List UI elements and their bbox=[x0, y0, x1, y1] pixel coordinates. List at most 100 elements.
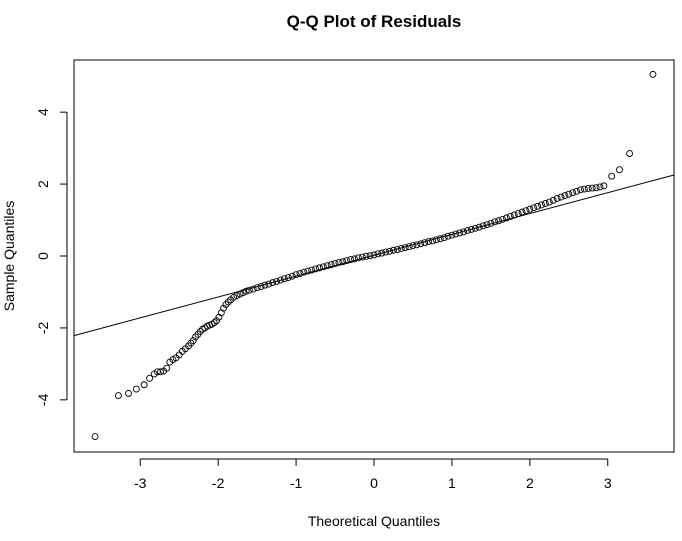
data-point bbox=[573, 187, 581, 195]
data-point bbox=[288, 272, 296, 280]
data-point bbox=[378, 249, 386, 257]
data-point bbox=[518, 208, 526, 216]
data-point bbox=[600, 182, 608, 190]
reference-line bbox=[73, 174, 675, 337]
data-point bbox=[432, 236, 440, 244]
data-point bbox=[319, 263, 327, 271]
data-point bbox=[233, 292, 241, 300]
data-point bbox=[397, 244, 405, 252]
data-point bbox=[224, 298, 232, 306]
data-point bbox=[163, 364, 171, 372]
data-point bbox=[409, 242, 417, 250]
data-point bbox=[316, 264, 323, 272]
data-point bbox=[440, 234, 448, 242]
data-point bbox=[257, 283, 265, 291]
data-point bbox=[239, 289, 247, 297]
data-point bbox=[312, 265, 320, 273]
data-point bbox=[467, 225, 475, 233]
data-point bbox=[157, 368, 164, 376]
data-point bbox=[510, 211, 518, 219]
data-point bbox=[347, 256, 355, 264]
data-point bbox=[91, 433, 99, 440]
data-point bbox=[382, 248, 390, 256]
x-axis-label: Theoretical Quantiles bbox=[308, 513, 440, 529]
data-point bbox=[339, 258, 347, 266]
data-point bbox=[608, 172, 616, 180]
data-point bbox=[265, 280, 273, 288]
data-point bbox=[503, 214, 510, 222]
data-point bbox=[596, 183, 604, 191]
points-layer bbox=[91, 70, 657, 440]
x-axis: -3 -2 -1 0 1 2 3 bbox=[134, 458, 612, 491]
data-point bbox=[487, 219, 495, 227]
reference-line-layer bbox=[73, 174, 675, 337]
data-point bbox=[296, 270, 304, 278]
data-point bbox=[561, 192, 569, 200]
data-point bbox=[354, 254, 362, 262]
data-point bbox=[366, 252, 374, 260]
x-tick-label: -2 bbox=[212, 475, 225, 491]
data-point bbox=[358, 253, 366, 261]
data-point bbox=[456, 229, 464, 237]
data-point bbox=[616, 166, 623, 174]
data-point bbox=[464, 227, 471, 234]
data-point bbox=[499, 215, 507, 223]
data-point bbox=[444, 232, 452, 240]
data-point bbox=[277, 276, 284, 284]
data-point bbox=[273, 278, 281, 285]
data-point bbox=[343, 257, 351, 265]
x-tick-label: 2 bbox=[526, 475, 534, 491]
data-point bbox=[208, 320, 216, 328]
data-point bbox=[304, 267, 312, 275]
data-point bbox=[649, 70, 657, 78]
data-point bbox=[284, 274, 292, 282]
data-point bbox=[460, 228, 468, 236]
data-point bbox=[530, 204, 538, 212]
y-tick-label: 2 bbox=[35, 180, 51, 188]
data-point bbox=[362, 252, 370, 260]
y-tick-label: 0 bbox=[35, 252, 51, 260]
data-point bbox=[114, 392, 122, 399]
data-point bbox=[269, 279, 277, 287]
data-point bbox=[245, 286, 253, 294]
data-point bbox=[236, 290, 244, 298]
y-tick-label: -2 bbox=[35, 321, 51, 334]
data-point bbox=[253, 284, 261, 292]
data-point bbox=[132, 385, 140, 393]
data-point bbox=[506, 212, 514, 220]
data-point bbox=[526, 205, 534, 213]
data-point bbox=[452, 230, 460, 238]
data-point bbox=[292, 271, 300, 279]
data-point bbox=[448, 231, 456, 239]
data-point bbox=[588, 184, 596, 192]
data-point bbox=[569, 189, 577, 197]
data-point bbox=[189, 337, 197, 344]
y-axis: -4 -2 0 2 4 bbox=[35, 108, 68, 406]
data-point bbox=[213, 317, 221, 325]
plot-frame bbox=[73, 59, 675, 453]
x-tick-label: 1 bbox=[448, 475, 456, 491]
data-point bbox=[584, 184, 592, 192]
y-tick-label: 4 bbox=[35, 108, 51, 116]
data-point bbox=[436, 235, 444, 243]
data-point bbox=[522, 207, 530, 215]
data-point bbox=[242, 287, 250, 295]
data-point bbox=[196, 328, 204, 335]
data-point bbox=[549, 196, 557, 204]
y-axis-label: Sample Quantiles bbox=[1, 201, 17, 312]
data-point bbox=[220, 304, 228, 312]
data-point bbox=[592, 184, 600, 192]
data-point bbox=[405, 243, 413, 251]
data-point bbox=[557, 193, 565, 201]
data-point bbox=[421, 239, 429, 247]
data-point bbox=[483, 221, 491, 229]
data-point bbox=[249, 285, 257, 293]
data-point bbox=[580, 185, 588, 193]
data-point bbox=[300, 268, 308, 276]
data-point bbox=[491, 218, 499, 226]
data-point bbox=[308, 266, 316, 274]
data-point bbox=[331, 260, 339, 268]
x-tick-label: -3 bbox=[134, 475, 147, 491]
data-point bbox=[471, 224, 479, 232]
